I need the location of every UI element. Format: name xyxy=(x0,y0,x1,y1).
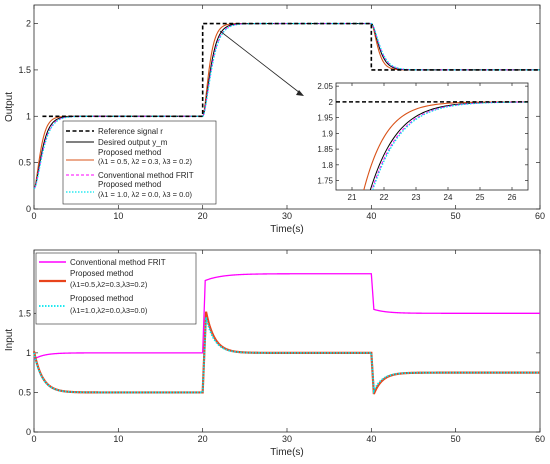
legend-label-proposed-2-params: (λ1 = 1.0, λ2 = 0.0, λ3 = 0.0) xyxy=(98,190,193,199)
x-tick-label: 10 xyxy=(113,211,123,221)
series-proposed-2 xyxy=(33,22,540,190)
legend-label-reference: Reference signal r xyxy=(98,127,163,136)
legend2-label-frit: Conventional method FRIT xyxy=(70,258,166,267)
inset-plot: 21 22 23 24 25 26 1.75 1.8 1.85 1.9 1.95 2 2.05 xyxy=(317,82,529,202)
y-tick-label: 1 xyxy=(26,348,31,358)
output-plot: 0 10 20 30 40 50 60 0 0.5 1 1.5 2 Time(s) Output 2… xyxy=(4,4,545,235)
input-legend-box xyxy=(35,252,197,325)
y-tick-label: 1.5 xyxy=(18,308,31,318)
input-series-frit xyxy=(33,273,540,360)
legend-label-desired: Desired output y_m xyxy=(98,138,168,147)
x-tick-label: 50 xyxy=(451,211,461,221)
input-y-axis-label: Input xyxy=(4,329,15,351)
y-tick-label: 2 xyxy=(329,98,334,107)
y-tick-label: 1.8 xyxy=(322,161,334,170)
inset-proposed-2 xyxy=(372,101,528,190)
x-tick-label: 30 xyxy=(282,434,292,444)
x-tick-label: 30 xyxy=(282,211,292,221)
legend-label-frit: Conventional method FRIT xyxy=(98,171,194,180)
y-tick-label: 1.9 xyxy=(322,129,334,138)
output-legend-box xyxy=(62,120,217,205)
input-series-proposed-2 xyxy=(33,317,540,395)
y-tick-label: 1.5 xyxy=(18,65,31,75)
x-tick-label: 22 xyxy=(380,193,389,202)
x-tick-label: 26 xyxy=(508,193,517,202)
y-tick-label: 1.75 xyxy=(317,177,333,186)
y-tick-label: 1.85 xyxy=(317,145,333,154)
x-tick-label: 25 xyxy=(476,193,485,202)
x-tick-label: 0 xyxy=(31,434,36,444)
legend2-label-proposed-2: Proposed method xyxy=(70,294,133,303)
y-tick-label: 0.5 xyxy=(18,387,31,397)
y-tick-label: 1.95 xyxy=(317,114,333,123)
y-tick-label: 1 xyxy=(26,111,31,121)
x-tick-label: 20 xyxy=(198,211,208,221)
legend2-label-proposed-1: Proposed method xyxy=(70,269,133,278)
x-tick-label: 20 xyxy=(198,434,208,444)
y-tick-label: 2 xyxy=(26,19,31,29)
x-tick-label: 60 xyxy=(535,211,545,221)
x-tick-label: 50 xyxy=(451,434,461,444)
zoom-arrow-head xyxy=(296,90,304,96)
output-y-axis-label: Output xyxy=(4,92,15,122)
legend2-label-proposed-2-params: (λ1=1.0,λ2=0.0,λ3=0.0) xyxy=(70,306,148,315)
series-frit xyxy=(33,23,540,190)
x-tick-label: 60 xyxy=(535,434,545,444)
x-tick-label: 10 xyxy=(113,434,123,444)
inset-plot-area xyxy=(335,82,529,191)
y-tick-label: 0 xyxy=(26,427,31,437)
input-x-axis-label: Time(s) xyxy=(270,447,304,458)
legend2-label-proposed-1-params: (λ1=0.5,λ2=0.3,λ3=0.2) xyxy=(70,280,148,289)
zoom-arrow xyxy=(219,30,301,94)
x-tick-label: 40 xyxy=(366,434,376,444)
legend-label-proposed-2: Proposed method xyxy=(98,180,161,189)
output-x-axis-label: Time(s) xyxy=(270,224,304,235)
y-tick-label: 2.05 xyxy=(317,82,333,91)
x-tick-label: 24 xyxy=(444,193,453,202)
x-tick-label: 0 xyxy=(31,211,36,221)
input-plot: 0 10 20 30 40 50 60 0 0.5 1 1.5 Time(s) Input Con… xyxy=(4,249,545,458)
y-tick-label: 0 xyxy=(26,204,31,214)
output-legend: Reference signal r Desired output y_m Pr… xyxy=(62,120,217,205)
legend-label-proposed-1: Proposed method xyxy=(98,148,161,157)
series-reference xyxy=(42,22,540,118)
input-legend: Conventional method FRIT Proposed method… xyxy=(35,252,197,325)
x-tick-label: 23 xyxy=(412,193,421,202)
x-tick-label: 21 xyxy=(348,193,357,202)
x-tick-label: 40 xyxy=(366,211,376,221)
inset-series xyxy=(336,101,528,190)
legend-label-proposed-1-params: (λ1 = 0.5, λ2 = 0.3, λ3 = 0.2) xyxy=(98,157,193,166)
y-tick-label: 0.5 xyxy=(18,158,31,168)
